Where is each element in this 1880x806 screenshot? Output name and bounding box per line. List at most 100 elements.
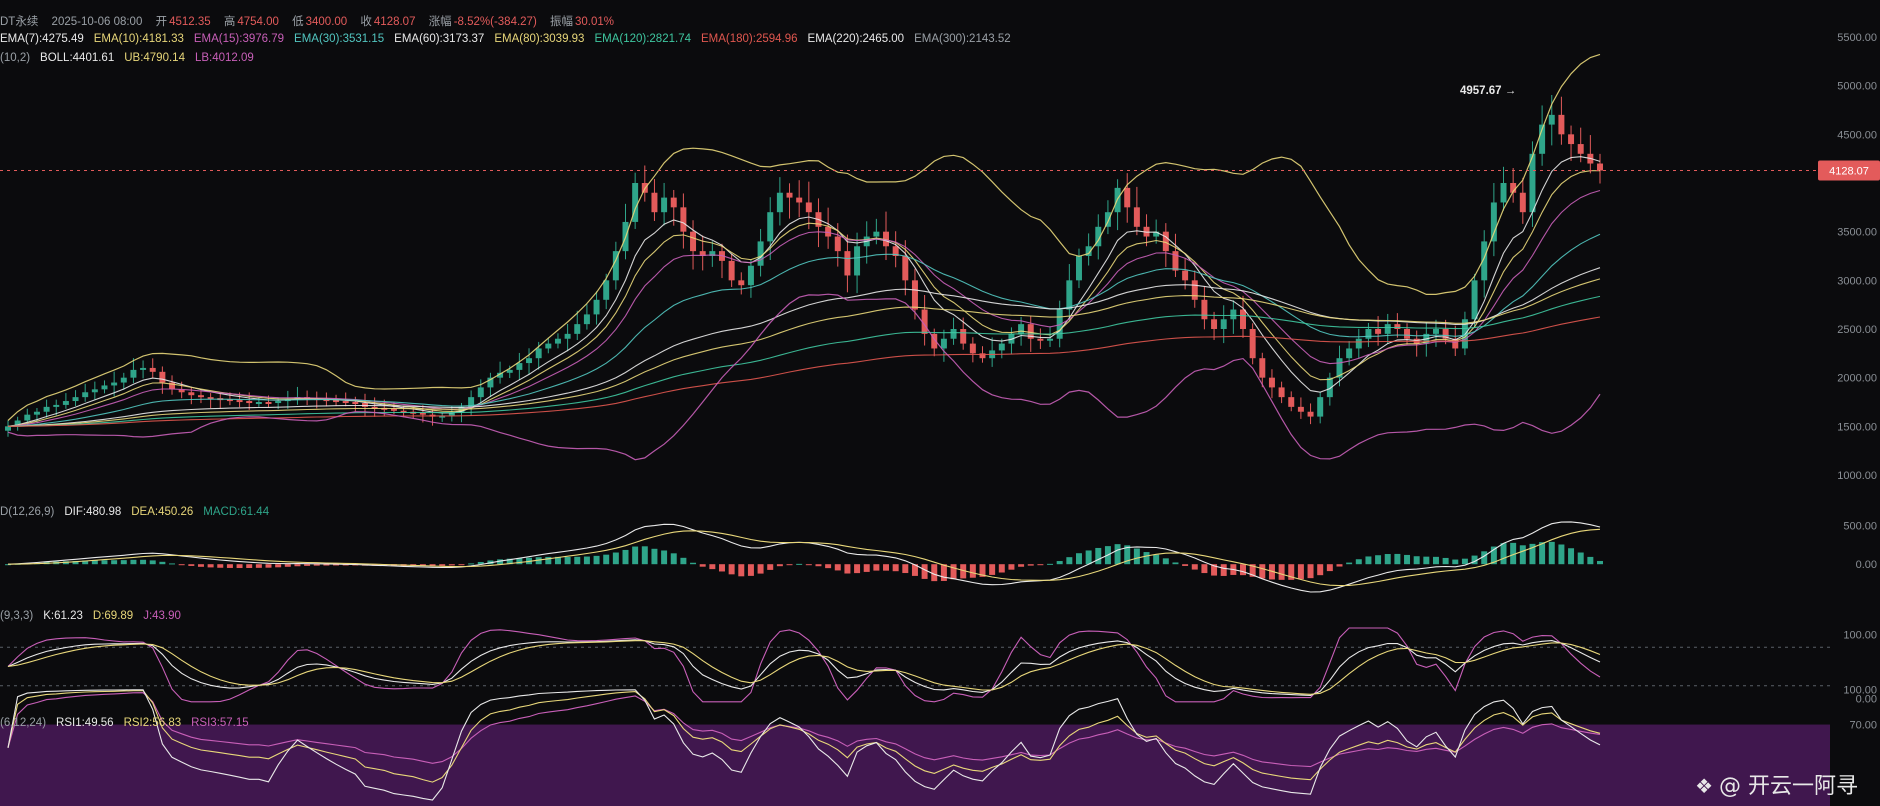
macd-histogram-bar: [863, 564, 870, 572]
macd-histogram-bar: [776, 564, 783, 567]
macd-histogram-bar: [419, 564, 426, 566]
candle-body: [844, 251, 851, 276]
macd-histogram-bar: [902, 564, 909, 574]
ema-legend-item: EMA(220):2465.00: [807, 33, 905, 45]
macd-histogram-bar: [1490, 546, 1497, 565]
macd-histogram-bar: [1066, 557, 1073, 565]
kdj-legend-item: (9,3,3): [0, 610, 34, 622]
macd-histogram-bar: [1278, 564, 1285, 580]
candle-body: [709, 251, 716, 256]
macd-histogram-bar: [226, 564, 233, 568]
macd-histogram-bar: [1597, 560, 1603, 565]
candle-body: [1529, 153, 1536, 213]
candle-body: [757, 241, 764, 266]
macd-histogram-bar: [1211, 564, 1218, 576]
candle-body: [1191, 280, 1198, 300]
macd-histogram-bar: [690, 562, 697, 565]
macd-histogram-bar: [1153, 554, 1160, 565]
macd-histogram-bar: [1162, 558, 1169, 565]
macd-histogram-bar: [1539, 542, 1546, 565]
candle-body: [1249, 329, 1256, 359]
candle-body: [197, 395, 204, 398]
candle-body: [178, 389, 185, 393]
macd-histogram-bar: [1095, 547, 1102, 565]
ema-line: [8, 316, 1601, 427]
candle-body: [1490, 202, 1497, 242]
rsi-legend-item: (6,12,24): [0, 717, 47, 729]
candle-body: [1018, 324, 1025, 334]
kdj-legend-item: D:69.89: [92, 610, 134, 622]
macd-histogram-bar: [1355, 559, 1362, 565]
macd-histogram-bar: [612, 552, 619, 565]
price-axis-tick: 5000.00: [1837, 81, 1877, 93]
macd-histogram-bar: [72, 560, 79, 565]
macd-histogram-bar: [757, 564, 764, 574]
candle-body: [188, 392, 195, 396]
candle-body: [1201, 299, 1208, 320]
macd-histogram-bar: [275, 564, 282, 568]
candle-body: [931, 333, 938, 349]
candle-body: [1259, 358, 1266, 378]
macd-histogram-bar: [583, 556, 590, 565]
macd-histogram-bar: [1442, 557, 1449, 565]
ema-legend-item: EMA(180):2594.96: [701, 33, 798, 45]
candle-body: [91, 389, 98, 393]
macd-histogram-bar: [1133, 548, 1140, 565]
candle-body: [1278, 387, 1285, 398]
macd-legend-item: DEA:450.26: [131, 506, 194, 518]
candle-body: [747, 265, 754, 286]
candle-body: [1539, 124, 1546, 154]
macd-histogram-bar: [458, 564, 465, 566]
candle-body: [1519, 192, 1526, 213]
close-value: 4128.07: [373, 16, 416, 28]
rsi1-line: [7, 689, 1601, 801]
macd-histogram-bar: [1220, 564, 1227, 576]
ema-line: [7, 233, 1601, 427]
candle-body: [5, 426, 11, 431]
candle-body: [767, 212, 774, 242]
macd-histogram-bar: [516, 558, 523, 565]
candle-body: [1548, 114, 1555, 125]
macd-histogram-bar: [921, 564, 928, 579]
candle-body: [960, 329, 967, 344]
candle-body: [940, 338, 947, 349]
candle-body: [1095, 226, 1102, 247]
macd-histogram-bar: [1201, 564, 1208, 574]
macd-histogram-bar: [1191, 564, 1198, 570]
macd-histogram-bar: [632, 546, 639, 565]
candle-body: [265, 402, 272, 404]
close-label: 收: [360, 16, 372, 28]
macd-histogram-bar: [1037, 564, 1044, 566]
kdj-legend: (9,3,3) K:61.23 D:69.89 J:43.90: [0, 610, 191, 622]
macd-histogram-bar: [169, 563, 176, 565]
candle-body: [690, 231, 697, 252]
candle-body: [111, 382, 118, 386]
macd-histogram-bar: [1413, 556, 1420, 565]
macd-histogram-bar: [1182, 564, 1189, 566]
macd-histogram-bar: [1124, 545, 1131, 565]
candle-body: [1394, 324, 1401, 329]
macd-histogram-bar: [989, 564, 996, 575]
price-axis-tick: 2500.00: [1837, 324, 1877, 336]
candle-body: [516, 363, 523, 370]
macd-histogram-bar: [5, 564, 11, 566]
candle-body: [1230, 309, 1237, 320]
macd-histogram-bar: [313, 564, 320, 566]
macd-histogram-bar: [998, 564, 1005, 573]
candle-body: [1365, 329, 1372, 339]
macd-histogram-bar: [1519, 545, 1526, 565]
macd-histogram-bar: [1548, 541, 1555, 565]
macd-histogram-bar: [603, 554, 610, 565]
candle-body: [1172, 251, 1179, 271]
candle-body: [400, 410, 407, 413]
macd-histogram-bar: [564, 556, 571, 565]
macd-histogram-bar: [1143, 552, 1150, 565]
macd-histogram-bar: [815, 564, 822, 567]
candle-body: [419, 412, 426, 415]
candle-body: [246, 401, 253, 404]
candle-body: [854, 246, 861, 276]
candle-body: [661, 197, 668, 213]
boll-lower-line: [7, 293, 1601, 461]
kdj-k-line: [7, 639, 1601, 696]
